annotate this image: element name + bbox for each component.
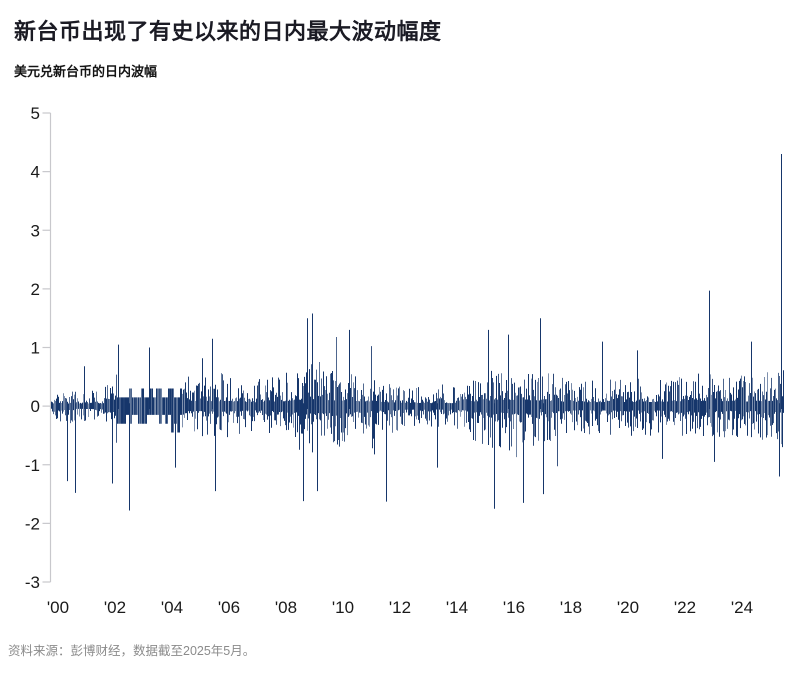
x-tick-label: '10 (332, 598, 354, 617)
x-tick-label: '24 (731, 598, 753, 617)
y-tick-label: -2 (25, 514, 40, 533)
x-tick-label: '14 (446, 598, 468, 617)
y-tick-label: 4 (31, 163, 40, 182)
x-tick-label: '08 (275, 598, 297, 617)
x-tick-label: '20 (617, 598, 639, 617)
x-tick-label: '00 (47, 598, 69, 617)
chart-subtitle: 美元兑新台币的日内波幅 (14, 64, 158, 79)
y-tick-label: 5 (31, 104, 40, 123)
x-tick-label: '06 (218, 598, 240, 617)
x-tick-label: '02 (104, 598, 126, 617)
y-tick-label: 0 (31, 397, 40, 416)
y-tick-label: -1 (25, 456, 40, 475)
source-note: 资料来源：彭博财经，数据截至2025年5月。 (8, 644, 256, 658)
x-tick-label: '18 (560, 598, 582, 617)
y-tick-label: 2 (31, 280, 40, 299)
y-tick-label: 3 (31, 221, 40, 240)
x-tick-label: '16 (503, 598, 525, 617)
y-tick-label: 1 (31, 339, 40, 358)
x-tick-label: '12 (389, 598, 411, 617)
y-tick-label: -3 (25, 573, 40, 592)
page-title: 新台币出现了有史以来的日内最大波动幅度 (14, 19, 442, 45)
x-tick-label: '04 (161, 598, 183, 617)
x-tick-label: '22 (674, 598, 696, 617)
